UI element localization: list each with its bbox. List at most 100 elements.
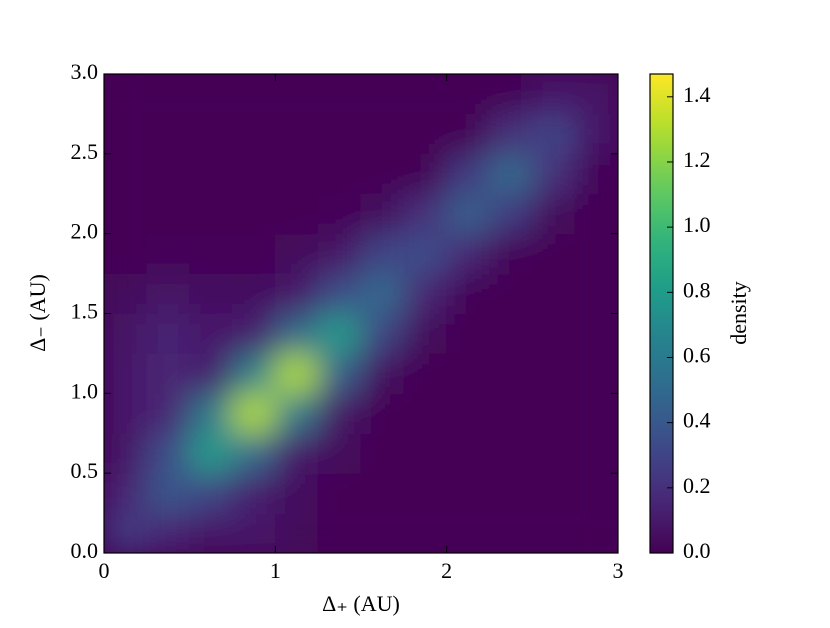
heatmap-cell <box>403 352 448 394</box>
heatmap-cell <box>403 273 448 314</box>
heatmap-cell <box>189 193 233 235</box>
heatmap-cell <box>446 472 490 514</box>
heatmap-cell <box>531 153 576 195</box>
y-axis-label: Δ₋ (AU) <box>25 274 50 352</box>
x-tick-label: 1 <box>270 558 281 583</box>
heatmap-cell <box>403 472 448 514</box>
heatmap-cell <box>104 472 148 514</box>
heatmap-cell <box>232 313 276 354</box>
heatmap-cell <box>274 193 319 235</box>
heatmap-cell <box>489 153 533 195</box>
heatmap-cell <box>489 233 533 275</box>
x-tick-label: 2 <box>441 558 452 583</box>
heatmap-cell <box>189 113 233 155</box>
heatmap-cell <box>232 193 276 235</box>
heatmap-cell <box>274 432 319 474</box>
heatmap-cell <box>360 392 405 434</box>
heatmap-cell <box>317 273 362 314</box>
heatmap-cell <box>489 352 533 394</box>
heatmap-cell <box>446 113 490 155</box>
heatmap-cell <box>403 233 448 275</box>
heatmap-cell <box>274 273 319 314</box>
heatmap-cell <box>360 352 405 394</box>
heatmap-cell <box>446 392 490 434</box>
heatmap-cell <box>274 313 319 354</box>
heatmap-cell <box>146 392 191 434</box>
y-tick-label: 1.0 <box>71 378 99 403</box>
heatmap-cell <box>574 273 618 314</box>
heatmap-cell <box>274 113 319 155</box>
heatmap-cell <box>489 193 533 235</box>
heatmap-cell <box>446 352 490 394</box>
x-tick-label: 3 <box>613 558 624 583</box>
heatmap-cell <box>104 193 148 235</box>
heatmap-cell <box>274 74 319 115</box>
heatmap-cell <box>489 432 533 474</box>
heatmap-cell <box>574 233 618 275</box>
heatmap-cell <box>274 352 319 394</box>
colorbar-label: density <box>726 281 751 345</box>
heatmap-cell <box>317 472 362 514</box>
heatmap-cell <box>317 233 362 275</box>
heatmap-cell <box>531 432 576 474</box>
heatmap-cell <box>446 233 490 275</box>
y-tick-label: 0.5 <box>71 458 99 483</box>
y-tick-label: 2.5 <box>71 139 99 164</box>
heatmap-cell <box>360 74 405 115</box>
heatmap-cell <box>531 193 576 235</box>
y-tick-label: 0.0 <box>71 538 99 563</box>
heatmap-cell <box>146 233 191 275</box>
heatmap-cell <box>189 273 233 314</box>
heatmap-cell <box>232 512 276 553</box>
heatmap-cell <box>446 273 490 314</box>
heatmap-cell <box>403 512 448 553</box>
heatmap-cell <box>489 313 533 354</box>
heatmap-cell <box>489 392 533 434</box>
colorbar-tick-label: 0.8 <box>683 277 711 302</box>
heatmap-cell <box>104 352 148 394</box>
heatmap-cell <box>446 512 490 553</box>
heatmap-cell <box>232 472 276 514</box>
heatmap-cell <box>104 153 148 195</box>
heatmap-cell <box>189 153 233 195</box>
heatmap-cell <box>232 233 276 275</box>
colorbar-tick-label: 0.0 <box>683 538 711 563</box>
heatmap-cell <box>360 273 405 314</box>
heatmap-cell <box>232 392 276 434</box>
heatmap-cell <box>446 193 490 235</box>
heatmap-cell <box>489 512 533 553</box>
heatmap-cell <box>104 233 148 275</box>
x-axis-label: Δ₊ (AU) <box>322 591 400 616</box>
heatmap-cell <box>146 472 191 514</box>
heatmap-cell <box>189 313 233 354</box>
heatmap-cell <box>104 273 148 314</box>
heatmap-cell <box>574 313 618 354</box>
colorbar-tick-label: 1.2 <box>683 147 711 172</box>
heatmap-cell <box>104 432 148 474</box>
heatmap-cell <box>146 193 191 235</box>
heatmap-cell <box>232 352 276 394</box>
heatmap-cell <box>531 233 576 275</box>
heatmap-cell <box>274 153 319 195</box>
heatmap-cell <box>574 472 618 514</box>
heatmap-cell <box>189 233 233 275</box>
heatmap-cell <box>146 313 191 354</box>
heatmap-cell <box>360 432 405 474</box>
heatmap-cell <box>531 273 576 314</box>
heatmap-cell <box>232 113 276 155</box>
colorbar-tick-label: 0.4 <box>683 408 711 433</box>
heatmap-cell <box>403 432 448 474</box>
heatmap-cell <box>317 512 362 553</box>
heatmap-cell <box>403 193 448 235</box>
heatmap-cell <box>446 74 490 115</box>
heatmap-cell <box>360 313 405 354</box>
heatmap-cell <box>403 153 448 195</box>
heatmap-cell <box>531 74 576 115</box>
heatmap-cell <box>317 153 362 195</box>
heatmap-cell <box>489 74 533 115</box>
heatmap-cell <box>403 392 448 434</box>
heatmap-cell <box>574 153 618 195</box>
heatmap-cell <box>317 74 362 115</box>
heatmap-cell <box>104 313 148 354</box>
